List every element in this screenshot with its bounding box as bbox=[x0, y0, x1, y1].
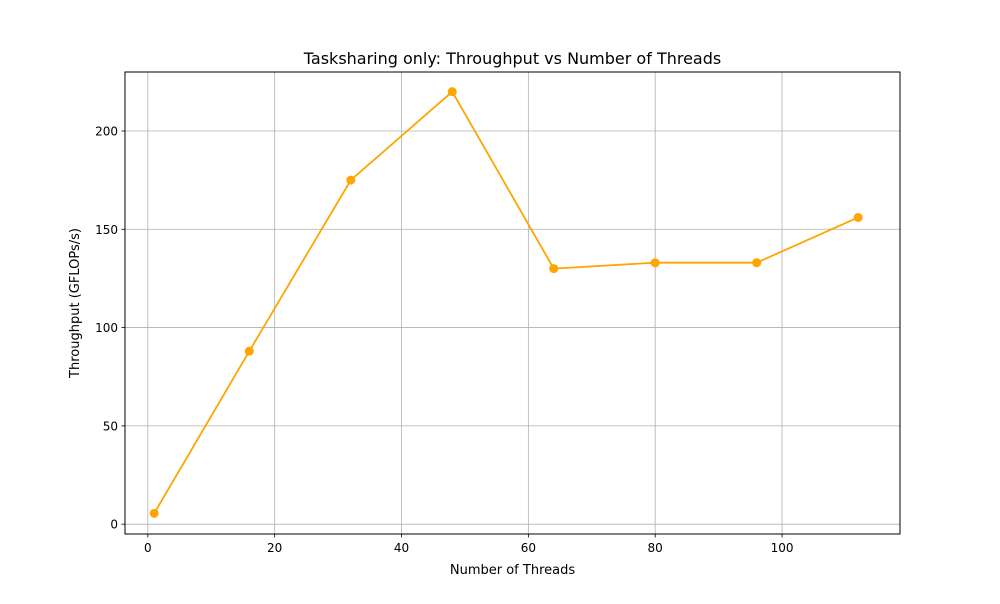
y-tick-label: 0 bbox=[110, 518, 118, 532]
x-tick-label: 80 bbox=[648, 541, 663, 555]
y-tick-label: 200 bbox=[95, 124, 118, 138]
x-tick-label: 40 bbox=[394, 541, 409, 555]
grid bbox=[125, 72, 900, 534]
axis-ticks: 0 20 40 60 80 100 0 50 100 150 200 bbox=[95, 124, 793, 555]
y-axis-label: Throughput (GFLOPs/s) bbox=[68, 228, 83, 379]
data-point bbox=[447, 87, 457, 97]
x-tick-label: 100 bbox=[771, 541, 794, 555]
x-tick-label: 0 bbox=[144, 541, 152, 555]
chart-title: Tasksharing only: Throughput vs Number o… bbox=[303, 49, 721, 68]
series-line bbox=[153, 90, 859, 514]
x-tick-label: 20 bbox=[267, 541, 282, 555]
x-axis-label: Number of Threads bbox=[450, 563, 575, 578]
data-point bbox=[346, 175, 356, 185]
plot-frame bbox=[124, 71, 901, 535]
x-tick-label: 60 bbox=[521, 541, 536, 555]
data-point bbox=[752, 258, 762, 268]
data-point bbox=[244, 346, 254, 356]
y-tick-label: 150 bbox=[95, 223, 118, 237]
y-tick-label: 50 bbox=[103, 419, 118, 433]
data-point bbox=[650, 258, 660, 268]
data-point bbox=[149, 508, 159, 518]
data-point bbox=[853, 212, 863, 222]
y-tick-label: 100 bbox=[95, 321, 118, 335]
data-series bbox=[149, 87, 863, 518]
data-point bbox=[549, 264, 559, 274]
